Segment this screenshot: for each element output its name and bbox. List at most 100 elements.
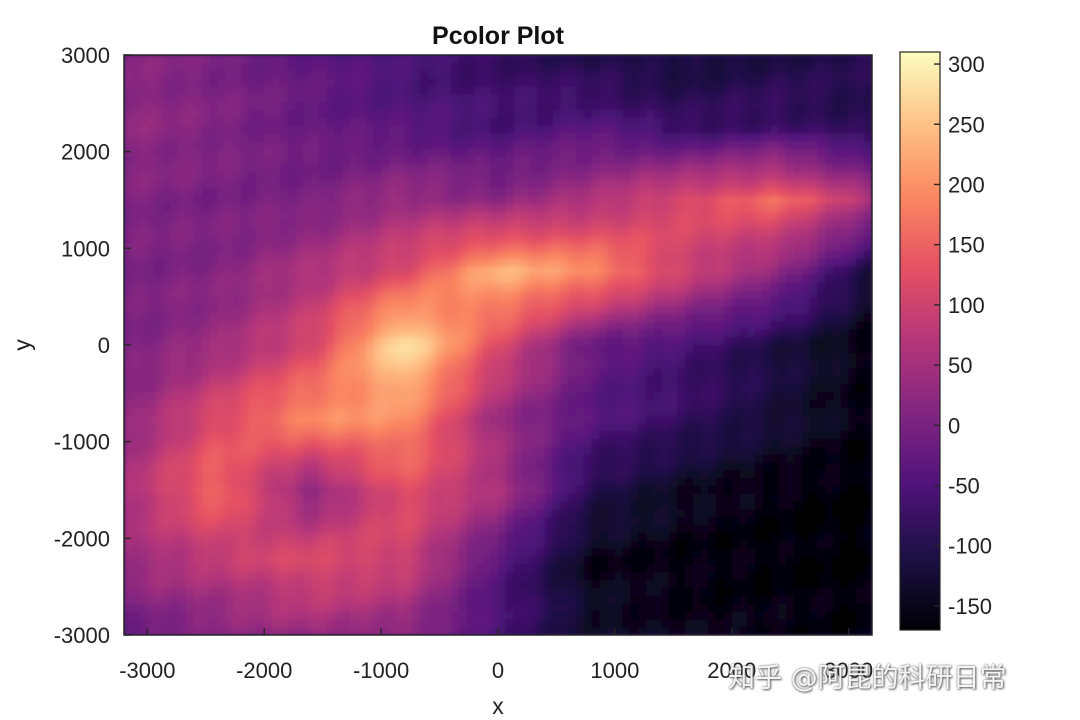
heatmap-cell <box>170 180 180 189</box>
heatmap-cell <box>544 172 554 182</box>
heatmap-cell <box>287 86 297 95</box>
heatmap-cell <box>420 250 429 260</box>
heatmap-cell <box>521 219 530 229</box>
heatmap-cell <box>264 156 273 166</box>
heatmap-cell <box>256 243 265 252</box>
heatmap-cell <box>162 86 172 95</box>
heatmap-cell <box>233 360 242 370</box>
heatmap-cell <box>552 297 561 307</box>
heatmap-cell <box>124 462 133 472</box>
heatmap-cell <box>201 360 211 370</box>
heatmap-cell <box>817 125 826 134</box>
heatmap-cell <box>233 117 242 127</box>
heatmap-cell <box>599 290 608 299</box>
heatmap-cell <box>723 321 733 330</box>
heatmap-cell <box>209 125 219 134</box>
heatmap-cell <box>194 313 203 323</box>
heatmap-cell <box>583 305 593 315</box>
heatmap-cell <box>209 337 219 346</box>
heatmap-cell <box>840 384 850 393</box>
heatmap-cell <box>653 282 663 291</box>
heatmap-cell <box>739 282 748 291</box>
heatmap-cell <box>482 337 491 346</box>
heatmap-cell <box>186 62 195 72</box>
heatmap-cell <box>272 274 281 283</box>
heatmap-cell <box>131 243 141 252</box>
heatmap-cell <box>435 164 445 174</box>
heatmap-cell <box>342 149 351 158</box>
heatmap-cell <box>560 227 569 236</box>
heatmap-cell <box>170 219 180 229</box>
heatmap-cell <box>552 219 561 229</box>
heatmap-cell <box>124 211 133 221</box>
heatmap-cell <box>568 86 577 95</box>
heatmap-cell <box>459 141 468 150</box>
heatmap-cell <box>396 376 406 385</box>
heatmap-cell <box>209 415 219 424</box>
heatmap-cell <box>599 243 608 252</box>
heatmap-cell <box>646 94 655 103</box>
heatmap-cell <box>544 86 554 95</box>
heatmap-cell <box>404 297 413 307</box>
heatmap-cell <box>412 196 421 205</box>
heatmap-cell <box>685 368 694 377</box>
heatmap-cell <box>388 180 398 189</box>
heatmap-cell <box>778 423 787 432</box>
heatmap-cell <box>840 345 850 354</box>
heatmap-cell <box>490 188 499 197</box>
heatmap-cell <box>349 188 359 197</box>
heatmap-cell <box>801 360 811 370</box>
heatmap-cell <box>373 94 382 103</box>
heatmap-cell <box>287 164 297 174</box>
heatmap-cell <box>521 337 530 346</box>
heatmap-cell <box>505 376 515 385</box>
heatmap-cell <box>560 70 569 80</box>
heatmap-cell <box>716 133 725 142</box>
heatmap-cell <box>311 109 320 119</box>
heatmap-cell <box>661 243 671 252</box>
heatmap-cell <box>817 156 826 166</box>
heatmap-cell <box>373 290 382 299</box>
heatmap-cell <box>349 109 359 119</box>
heatmap-cell <box>864 203 872 213</box>
heatmap-cell <box>124 86 133 95</box>
heatmap-cell <box>466 321 476 330</box>
heatmap-cell <box>583 102 593 111</box>
heatmap-cell <box>349 313 359 323</box>
heatmap-cell <box>747 407 756 417</box>
heatmap-cell <box>552 376 561 385</box>
heatmap-cell <box>685 196 694 205</box>
heatmap-cell <box>155 274 164 283</box>
heatmap-cell <box>661 109 671 119</box>
heatmap-cell <box>233 384 242 393</box>
heatmap-cell <box>700 305 709 315</box>
heatmap-cell <box>646 407 655 417</box>
heatmap-cell <box>490 125 499 134</box>
heatmap-cell <box>669 117 678 127</box>
heatmap-cell <box>482 94 491 103</box>
heatmap-cell <box>840 321 850 330</box>
heatmap-cell <box>614 258 624 268</box>
heatmap-cell <box>583 94 593 103</box>
heatmap-cell <box>334 399 343 409</box>
heatmap-cell <box>279 321 289 330</box>
heatmap-cell <box>209 368 219 377</box>
heatmap-cell <box>817 439 826 448</box>
heatmap-cell <box>630 172 639 182</box>
heatmap-cell <box>739 141 748 150</box>
heatmap-cell <box>420 203 429 213</box>
heatmap-cell <box>225 337 234 346</box>
heatmap-cell <box>529 227 538 236</box>
heatmap-cell <box>794 149 803 158</box>
heatmap-cell <box>778 164 787 174</box>
heatmap-cell <box>716 376 725 385</box>
heatmap-cell <box>388 86 398 95</box>
heatmap-cell <box>373 313 382 323</box>
heatmap-cell <box>638 431 647 440</box>
heatmap-cell <box>303 313 312 323</box>
heatmap-cell <box>147 149 156 158</box>
heatmap-cell <box>770 345 780 354</box>
heatmap-cell <box>638 297 647 307</box>
heatmap-cell <box>225 384 234 393</box>
heatmap-cell <box>778 305 787 315</box>
